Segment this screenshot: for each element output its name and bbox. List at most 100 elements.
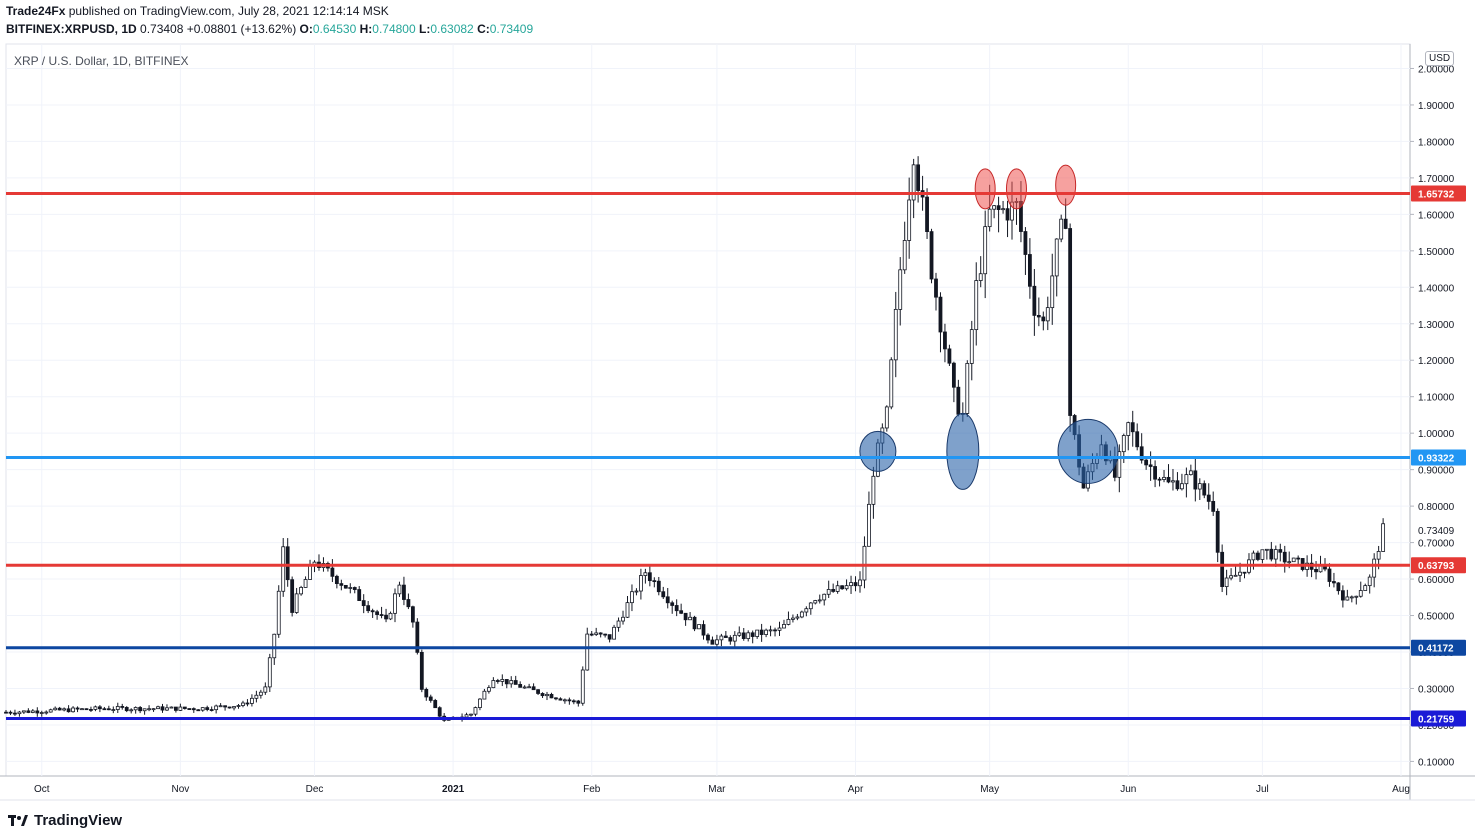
- candle-body: [965, 363, 970, 414]
- candle-body: [281, 546, 286, 592]
- candle-body: [478, 698, 482, 708]
- candle-body: [697, 624, 701, 630]
- candle-body: [746, 632, 751, 639]
- candle-body: [1063, 218, 1068, 229]
- candle-body: [1175, 480, 1180, 490]
- tradingview-logo[interactable]: TradingView: [8, 812, 122, 829]
- instrument-legend: XRP / U.S. Dollar, 1D, BITFINEX: [14, 54, 189, 68]
- candle-body: [710, 639, 715, 645]
- candle-body: [831, 589, 836, 592]
- candle-body: [1278, 549, 1283, 553]
- candle-body: [218, 705, 223, 708]
- candle-body: [791, 617, 795, 620]
- candle-body: [1260, 549, 1265, 560]
- candle-body: [111, 709, 116, 711]
- candle-body: [1358, 590, 1363, 597]
- candle-body: [1126, 422, 1131, 436]
- candle-body: [375, 611, 380, 615]
- candle-body: [339, 583, 344, 586]
- level-price-tag: [1411, 639, 1466, 656]
- candle-body: [580, 669, 585, 704]
- candle-body: [352, 587, 357, 590]
- candle-body: [115, 706, 120, 710]
- x-tick-label: Dec: [306, 784, 324, 795]
- low-value: 0.63082: [430, 22, 474, 36]
- candle-body: [978, 273, 983, 281]
- brand-name: TradingView: [34, 812, 123, 829]
- candle-body: [491, 680, 496, 689]
- candle-body: [764, 629, 768, 635]
- candle-body: [1027, 254, 1032, 287]
- candle-body: [782, 624, 786, 629]
- x-tick-label: Jun: [1120, 784, 1136, 795]
- y-tick-label: 1.80000: [1418, 137, 1455, 148]
- candle-body: [8, 711, 13, 714]
- candle-body: [366, 605, 371, 612]
- x-tick-label: Nov: [171, 784, 189, 795]
- symbol-label: BITFINEX:XRPUSD, 1D: [6, 22, 137, 36]
- candle-body: [925, 196, 929, 233]
- candle-body: [652, 580, 657, 583]
- candle-body: [160, 706, 165, 711]
- candle-body: [911, 164, 916, 201]
- close-label: C:: [477, 22, 490, 36]
- candle-body: [39, 712, 44, 714]
- candle-body: [907, 199, 912, 241]
- candle-body: [504, 679, 509, 685]
- currency-button[interactable]: USD: [1425, 51, 1455, 66]
- candle-body: [701, 624, 706, 636]
- x-tick-label: May: [980, 784, 999, 795]
- candle-body: [250, 697, 254, 704]
- candle-body: [1032, 285, 1037, 316]
- candle-body: [26, 710, 31, 713]
- candle-body: [706, 634, 710, 641]
- candle-body: [808, 602, 813, 610]
- level-price-tag: [1411, 710, 1466, 727]
- candle-body: [513, 680, 518, 685]
- candle-body: [1023, 231, 1028, 255]
- candle-body: [1162, 476, 1166, 480]
- candle-body: [1184, 474, 1189, 485]
- candle-body: [509, 680, 514, 685]
- candle-body: [106, 708, 111, 711]
- candle-body: [102, 708, 107, 711]
- candle-body: [607, 634, 612, 640]
- candle-body: [89, 709, 93, 711]
- candle-body: [1068, 228, 1073, 416]
- candle-body: [969, 329, 974, 364]
- candle-body: [737, 632, 742, 636]
- candle-body: [232, 706, 236, 709]
- candle-body: [384, 614, 388, 620]
- candle-body: [554, 697, 558, 700]
- candle-body: [1233, 574, 1238, 577]
- candle-body: [527, 686, 532, 689]
- candle-body: [267, 657, 272, 688]
- candle-body: [1349, 596, 1354, 599]
- candle-body: [486, 687, 491, 692]
- candle-body: [934, 278, 938, 298]
- candle-body: [634, 590, 639, 593]
- candle-body: [661, 591, 666, 598]
- candle-body: [898, 269, 903, 310]
- support-highlight: [859, 430, 897, 472]
- candle-body: [424, 688, 429, 698]
- candle-body: [1211, 500, 1216, 512]
- candle-body: [1130, 422, 1135, 433]
- candle-body: [1376, 551, 1381, 560]
- candle-body: [576, 700, 581, 704]
- candle-body: [598, 632, 603, 635]
- candle-body: [433, 700, 438, 709]
- candle-body: [1327, 568, 1332, 582]
- candle-body: [1059, 218, 1064, 240]
- candle-body: [1251, 552, 1256, 561]
- candle-body: [84, 708, 89, 711]
- x-tick-label: Jul: [1256, 784, 1269, 795]
- candle-body: [1157, 478, 1162, 481]
- candle-body: [124, 707, 129, 712]
- candle-body: [902, 240, 907, 271]
- candle-body: [308, 564, 312, 580]
- candle-body: [951, 362, 956, 388]
- candle-body: [182, 706, 187, 709]
- candle-body: [1363, 585, 1368, 591]
